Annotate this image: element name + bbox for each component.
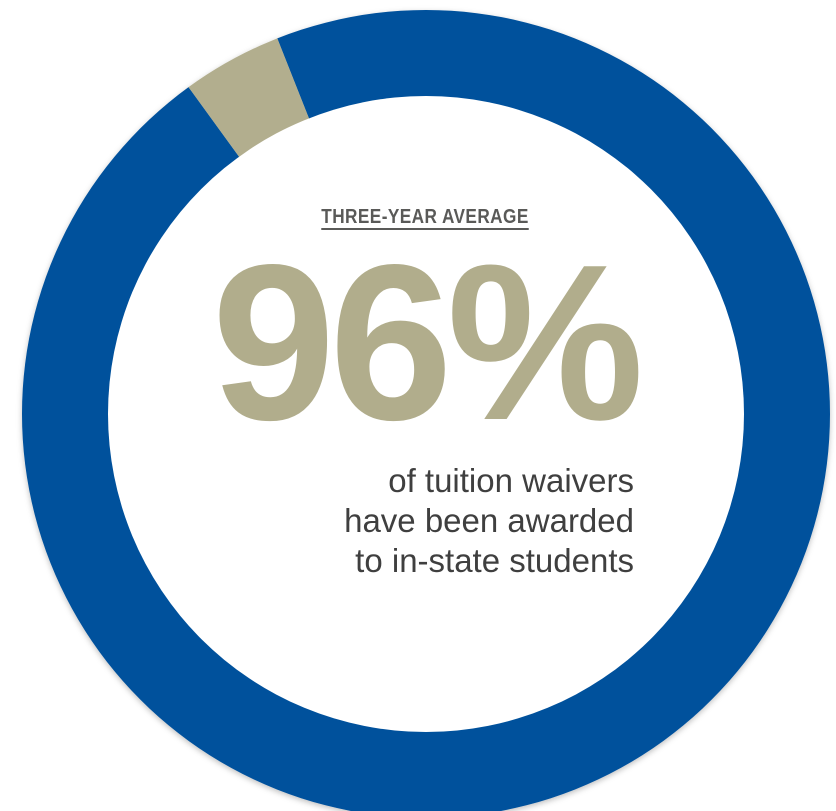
center-caption: of tuition waivers have been awarded to … (214, 461, 634, 581)
center-kicker: THREE-YEAR AVERAGE (321, 206, 529, 228)
caption-line: of tuition waivers (388, 462, 634, 499)
caption-line: to in-state students (355, 542, 634, 579)
caption-line: have been awarded (344, 502, 634, 539)
donut-hole (108, 96, 744, 732)
center-value: 96% (211, 219, 644, 467)
